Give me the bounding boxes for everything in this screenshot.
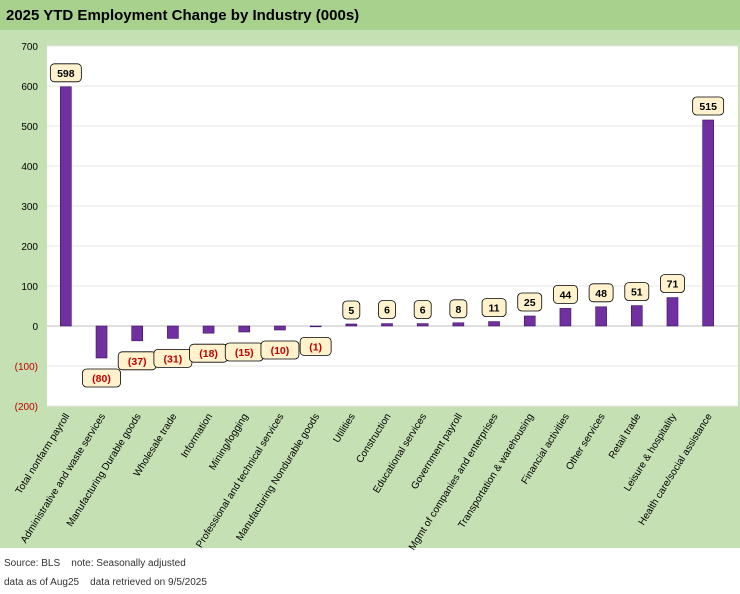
value-label-box [588, 283, 614, 303]
value-label: 6 [384, 305, 390, 317]
value-label-box [413, 300, 432, 320]
bar [131, 325, 144, 342]
y-tick-label: 300 [21, 202, 38, 213]
y-tick-label: 200 [21, 242, 38, 253]
value-label: 44 [560, 289, 572, 301]
value-label-box [260, 340, 300, 360]
value-label: 8 [455, 304, 461, 316]
bar [595, 306, 607, 327]
value-label-box [49, 63, 82, 83]
value-label: 51 [631, 287, 643, 299]
value-label: (15) [235, 347, 254, 359]
bar [630, 305, 643, 327]
value-label: 515 [699, 101, 717, 113]
plot-area [47, 46, 738, 406]
value-label: 25 [524, 297, 536, 309]
title-bar [0, 0, 740, 30]
value-label-box [692, 96, 725, 116]
value-label-box [378, 300, 396, 320]
y-tick-label: 0 [32, 322, 38, 333]
bar [274, 325, 286, 331]
bar [559, 308, 572, 327]
value-label-box [82, 368, 121, 388]
value-label-box [660, 274, 685, 294]
value-label-box [299, 336, 332, 356]
value-label-box [553, 284, 578, 304]
y-tick-label: 400 [21, 162, 38, 173]
value-label: (10) [271, 345, 290, 357]
value-label: 48 [595, 288, 607, 300]
bar [60, 86, 72, 327]
bar [345, 323, 358, 327]
bar [381, 323, 393, 327]
y-tick-label: 700 [21, 42, 38, 53]
chart-title: 2025 YTD Employment Change by Industry (… [6, 7, 359, 24]
value-label: (1) [309, 341, 322, 353]
value-label: (37) [128, 356, 147, 368]
footnote: data as of Aug25 data retrieved on 9/5/2… [4, 577, 207, 588]
value-label: 71 [667, 279, 679, 291]
bar [488, 321, 500, 327]
value-label: 6 [420, 305, 426, 317]
bar [452, 322, 465, 327]
y-tick-label: 100 [21, 282, 38, 293]
bar [95, 325, 108, 359]
y-tick-label: (200) [15, 402, 38, 413]
value-label: 11 [488, 303, 499, 315]
bar [202, 325, 215, 334]
bar [666, 297, 679, 327]
value-label-box [481, 298, 507, 318]
value-label: (80) [92, 373, 111, 385]
value-label-box [624, 282, 650, 302]
y-tick-label: 500 [21, 122, 38, 133]
bar [167, 325, 179, 339]
bar [416, 323, 429, 327]
value-label: (18) [199, 348, 218, 360]
bar [309, 325, 322, 328]
y-tick-label: (100) [15, 362, 38, 373]
value-label-box [342, 300, 361, 320]
value-label: 5 [348, 305, 354, 317]
value-label: (31) [164, 353, 183, 365]
bar [702, 119, 714, 327]
value-label: 598 [57, 68, 75, 80]
y-tick-label: 600 [21, 82, 38, 93]
bar [523, 315, 536, 327]
bar [238, 325, 251, 333]
footnote: Source: BLS note: Seasonally adjusted [4, 558, 186, 569]
value-label-box [449, 299, 468, 319]
value-label-box [517, 292, 543, 312]
